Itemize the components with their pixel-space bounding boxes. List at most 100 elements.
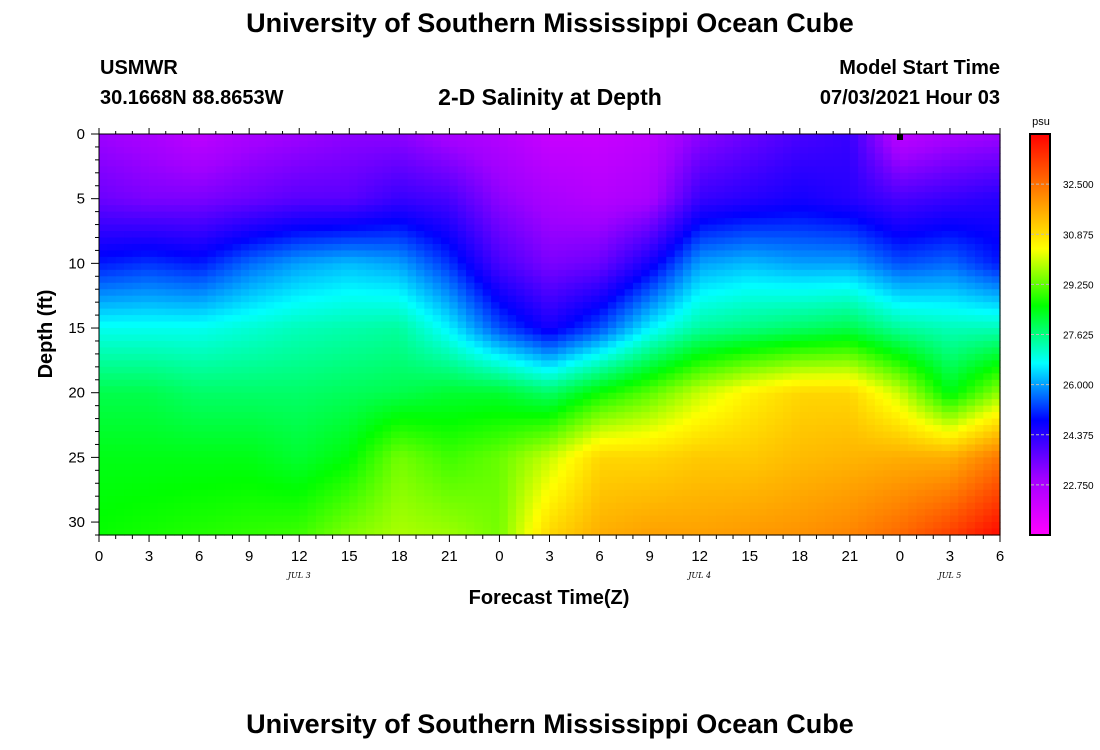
heatmap-cell [399,218,409,226]
heatmap-cell [407,146,417,155]
heatmap-cell [466,334,476,342]
heatmap-cell [382,457,392,465]
heatmap-cell [257,224,267,232]
heatmap-cell [449,263,459,271]
heatmap-cell [649,373,659,381]
heatmap-cell [733,515,742,523]
heatmap-cell [466,399,476,407]
heatmap-cell [491,146,501,155]
heatmap-cell [240,437,250,446]
heatmap-cell [749,153,759,161]
heatmap-cell [332,282,342,290]
heatmap-cell [749,431,759,439]
heatmap-cell [357,269,367,277]
heatmap-cell [591,515,601,523]
heatmap-cell [466,437,476,446]
heatmap-cell [441,276,450,284]
heatmap-cell [674,496,684,504]
heatmap-cell [666,392,676,400]
heatmap-cell [307,263,317,271]
heatmap-cell [307,276,317,284]
heatmap-cell [374,211,384,219]
heatmap-cell [315,457,325,465]
heatmap-cell [324,172,334,180]
heatmap-cell [324,509,334,517]
heatmap-cell [591,347,601,355]
heatmap-cell [282,366,292,374]
heatmap-cell [390,276,400,284]
heatmap-cell [516,198,526,206]
heatmap-cell [666,334,676,342]
heatmap-cell [657,289,667,297]
heatmap-cell [624,250,634,258]
heatmap-cell [607,295,617,303]
heatmap-cell [582,515,592,523]
heatmap-cell [666,476,676,484]
heatmap-cell [566,425,576,433]
heatmap-cell [324,315,334,323]
heatmap-cell [699,476,709,484]
heatmap-cell [299,256,309,264]
heatmap-cell [107,386,117,394]
heatmap-cell [466,386,476,394]
heatmap-cell [507,192,517,200]
heatmap-cell [315,250,325,258]
heatmap-cell [749,295,759,303]
heatmap-cell [190,418,200,426]
heatmap-cell [474,276,484,284]
heatmap-cell [115,515,125,523]
heatmap-cell [733,450,742,458]
heatmap-cell [157,502,167,510]
heatmap-cell [582,489,592,497]
heatmap-cell [541,276,551,284]
heatmap-cell [232,502,242,510]
heatmap-cell [607,321,617,329]
heatmap-cell [482,444,492,452]
heatmap-cell [416,328,425,336]
heatmap-cell [424,282,434,290]
heatmap-cell [124,412,133,420]
heatmap-cell [357,444,367,452]
heatmap-cell [582,140,592,148]
heatmap-cell [157,470,167,478]
heatmap-cell [190,366,200,374]
heatmap-cell [340,366,350,374]
heatmap-cell [140,470,150,478]
heatmap-cell [474,340,484,349]
heatmap-cell [699,237,709,245]
heatmap-cell [524,159,534,167]
heatmap-cell [749,347,759,355]
heatmap-cell [716,476,726,484]
heatmap-cell [365,340,375,349]
heatmap-cell [682,237,692,245]
heatmap-cell [374,243,384,252]
heatmap-cell [432,192,442,200]
heatmap-cell [190,198,200,206]
heatmap-cell [491,347,501,355]
heatmap-cell [682,172,692,180]
heatmap-cell [632,321,642,329]
heatmap-cell [299,231,309,239]
heatmap-cell [315,198,325,206]
heatmap-cell [607,425,617,433]
heatmap-cell [249,243,259,252]
heatmap-cell [399,470,409,478]
heatmap-cell [557,134,567,142]
heatmap-cell [457,483,467,491]
heatmap-cell [682,308,692,316]
heatmap-cell [224,334,234,342]
heatmap-cell [240,172,250,180]
heatmap-cell [657,425,667,433]
heatmap-cell [107,483,117,491]
heatmap-cell [149,218,158,226]
heatmap-cell [582,360,592,368]
heatmap-cell [274,463,284,471]
heatmap-cell [149,205,158,213]
heatmap-cell [182,483,192,491]
heatmap-cell [507,470,517,478]
heatmap-cell [666,328,676,336]
heatmap-cell [382,470,392,478]
heatmap-cell [165,450,175,458]
heatmap-cell [299,140,309,148]
heatmap-cell [265,172,275,180]
